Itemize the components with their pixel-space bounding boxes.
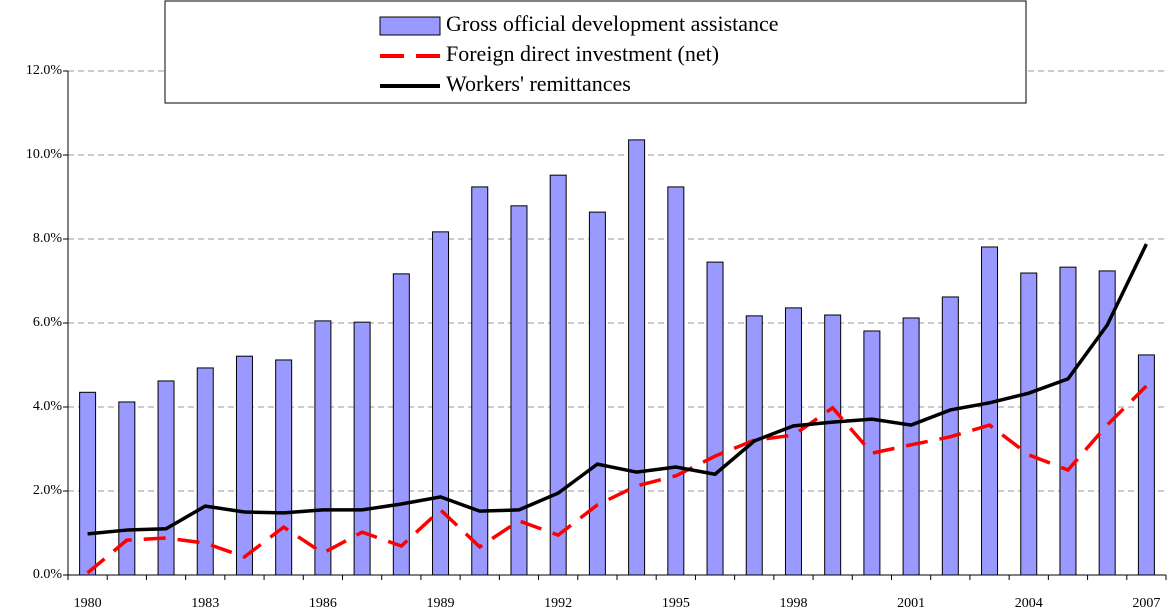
legend-label: Workers' remittances bbox=[446, 71, 631, 96]
x-tick-label: 1989 bbox=[427, 596, 455, 611]
x-tick-label: 2007 bbox=[1132, 596, 1160, 611]
bar bbox=[510, 205, 528, 576]
bar bbox=[628, 139, 646, 576]
bar bbox=[981, 246, 999, 576]
y-tick-label: 10.0% bbox=[26, 147, 63, 162]
x-tick-label: 1995 bbox=[662, 596, 690, 611]
bar bbox=[157, 380, 175, 576]
bar bbox=[314, 320, 332, 576]
bar bbox=[196, 367, 214, 576]
bar bbox=[706, 261, 724, 576]
bar bbox=[1020, 272, 1038, 576]
y-tick-label: 2.0% bbox=[33, 483, 63, 498]
x-tick-label: 1983 bbox=[191, 596, 219, 611]
legend-label: Gross official development assistance bbox=[446, 11, 779, 36]
x-tick-label: 2004 bbox=[1015, 596, 1043, 611]
bar bbox=[824, 314, 842, 576]
y-tick-label: 8.0% bbox=[33, 231, 63, 246]
bar bbox=[79, 391, 97, 576]
line-series bbox=[87, 243, 1148, 536]
line-series bbox=[86, 384, 1148, 575]
bar bbox=[392, 273, 410, 576]
bar bbox=[235, 355, 253, 576]
legend-box bbox=[164, 0, 1027, 104]
legend-swatch bbox=[379, 16, 441, 36]
bar bbox=[118, 401, 136, 576]
bar bbox=[549, 174, 567, 576]
bar bbox=[275, 359, 293, 576]
bar bbox=[588, 211, 606, 576]
x-tick-label: 1986 bbox=[309, 596, 337, 611]
y-tick-label: 4.0% bbox=[33, 399, 63, 414]
bar bbox=[745, 315, 763, 576]
y-tick-label: 0.0% bbox=[33, 567, 63, 582]
bar bbox=[784, 307, 802, 576]
x-tick-label: 1998 bbox=[779, 596, 807, 611]
x-tick-label: 1992 bbox=[544, 596, 572, 611]
y-tick-label: 12.0% bbox=[26, 63, 63, 78]
legend-label: Foreign direct investment (net) bbox=[446, 41, 719, 66]
bar bbox=[353, 321, 371, 576]
bar bbox=[667, 186, 685, 576]
bar bbox=[471, 186, 489, 576]
bar bbox=[432, 231, 450, 576]
y-tick-label: 6.0% bbox=[33, 315, 63, 330]
x-tick-label: 1980 bbox=[74, 596, 102, 611]
bar bbox=[1137, 354, 1155, 576]
x-tick-label: 2001 bbox=[897, 596, 925, 611]
bar bbox=[1059, 266, 1077, 576]
